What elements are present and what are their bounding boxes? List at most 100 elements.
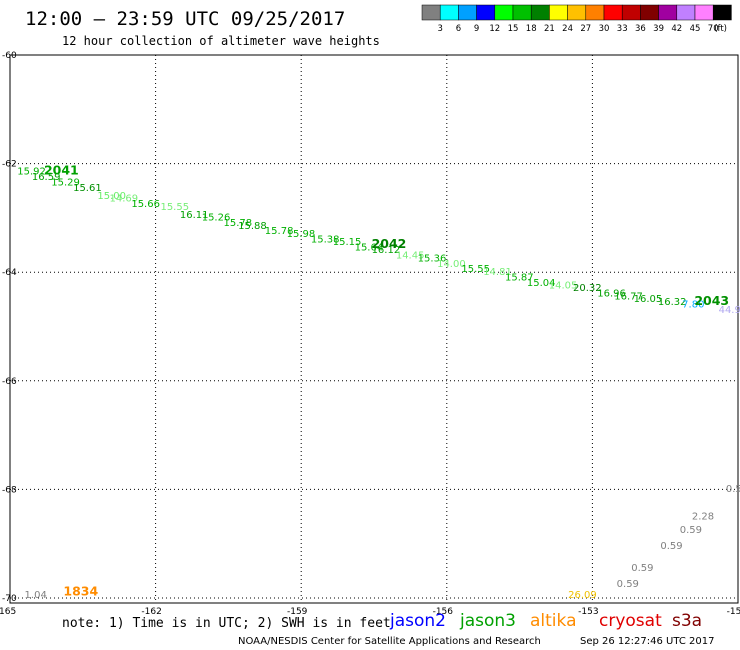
pass-number-label: 1834	[63, 583, 98, 598]
wave-height-value: 15.66	[131, 199, 160, 210]
wave-height-value: 14.69	[109, 194, 138, 205]
colorbar-label: 24	[562, 24, 573, 34]
wave-height-value: 15.55	[461, 264, 490, 275]
wave-height-value: 15.15	[333, 237, 362, 248]
legend-s3a: s3a	[672, 611, 702, 631]
footer-credit: NOAA/NESDIS Center for Satellite Applica…	[238, 636, 541, 647]
color-legend: 3 6 9 12 15 18 21 24 27 30 33 36 39 42 45 70(ft)	[421, 4, 732, 34]
colorbar-swatch	[421, 4, 441, 21]
x-tick-label: -153	[578, 607, 598, 617]
wave-height-value: 16.77	[614, 291, 643, 302]
colorbar-swatch	[621, 4, 641, 21]
wave-height-value: 15.98	[287, 229, 316, 240]
wave-height-value: 14.81	[483, 267, 512, 278]
colorbar-swatch	[694, 4, 714, 21]
colorbar-label: 3	[437, 24, 442, 34]
wave-height-value: 0.59	[617, 579, 639, 590]
wave-height-value: 16.05	[634, 294, 663, 305]
colorbar-label: 21	[544, 24, 555, 34]
wave-height-value: 14.00	[437, 259, 466, 270]
wave-height-value: 7.80	[682, 299, 704, 310]
colorbar-label: 45	[690, 24, 701, 34]
wave-height-value: 0.59	[680, 525, 702, 536]
legend-altika: altika	[530, 611, 577, 631]
wave-height-value: 15.36	[418, 253, 447, 264]
colorbar-unit: (ft)	[714, 24, 727, 34]
x-axis-ticks: -165 -162 -159 -156 -153 -15	[0, 607, 740, 617]
wave-height-value: 15.78	[265, 226, 294, 237]
wave-height-value: 14.05	[549, 280, 578, 291]
wave-height-value: 16.59	[32, 172, 61, 183]
colorbar-label: 12	[489, 24, 500, 34]
wave-height-value: 16.11	[180, 210, 209, 221]
x-tick-label: -15	[727, 607, 740, 617]
x-tick-label: -165	[0, 607, 16, 617]
colorbar-label: 6	[456, 24, 461, 34]
colorbar-label: 27	[580, 24, 591, 34]
colorbar-swatch	[530, 4, 550, 21]
wave-height-value: 14.45	[396, 251, 425, 262]
pass-number-label: 2042	[372, 236, 407, 251]
colorbar-label: 33	[617, 24, 628, 34]
colorbar-label: 39	[653, 24, 664, 34]
y-tick-label: -64	[2, 268, 17, 278]
wave-height-value: 0.59	[660, 541, 682, 552]
plot-frame	[9, 54, 739, 604]
footer-timestamp: Sep 26 12:27:46 UTC 2017	[580, 636, 714, 647]
colorbar-label: 70	[708, 24, 719, 34]
wave-height-value: 0.59	[726, 484, 740, 495]
wave-height-value: 20.32	[573, 283, 602, 294]
pass-number-label: 2043	[694, 293, 729, 308]
colorbar-swatch	[658, 4, 678, 21]
colorbar-label: 42	[671, 24, 682, 34]
wave-height-value: 15.64	[355, 242, 384, 253]
colorbar-swatch	[640, 4, 659, 21]
page-title: 12:00 – 23:59 UTC 09/25/2017	[25, 8, 345, 30]
colorbar-swatch	[549, 4, 568, 21]
wave-height-value: 16.32	[658, 297, 687, 308]
x-tick-label: -156	[433, 607, 454, 617]
pass-number-label: 2041	[44, 162, 79, 177]
wave-height-value: 2.28	[692, 511, 714, 522]
wave-height-value: 16.96	[597, 289, 626, 300]
colorbar-swatch	[585, 4, 605, 21]
wave-height-value: 15.26	[202, 213, 231, 224]
y-tick-label: -62	[2, 160, 17, 170]
wave-height-value: 0.59	[631, 563, 653, 574]
wave-height-value: 44.92	[719, 305, 740, 316]
footer-note: note: 1) Time is in UTC; 2) SWH is in fe…	[62, 616, 391, 631]
wave-height-value: 15.87	[505, 272, 534, 283]
colorbar-swatch	[494, 4, 514, 21]
colorbar-label: 9	[474, 24, 479, 34]
colorbar-swatch	[458, 4, 477, 21]
y-tick-label: -68	[2, 485, 17, 495]
wave-height-value: 15.55	[160, 202, 189, 213]
colorbar-swatch	[439, 4, 459, 21]
wave-height-value: 15.04	[527, 278, 556, 289]
wave-height-value: 15.88	[238, 221, 267, 232]
wave-height-value: 26.09	[568, 590, 597, 601]
colorbar-label: 30	[599, 24, 610, 34]
wave-height-value: 1.04	[25, 590, 47, 601]
colorbar-swatch	[603, 4, 623, 21]
y-axis-ticks: -60 -62 -64 -66 -68 -70	[2, 51, 17, 604]
y-tick-label: -60	[2, 51, 17, 61]
wave-height-value: 15.92	[17, 166, 46, 177]
page-subtitle: 12 hour collection of altimeter wave hei…	[62, 34, 380, 48]
x-tick-label: -162	[141, 607, 161, 617]
grid-lines	[10, 54, 738, 603]
colorbar-swatch	[512, 4, 532, 21]
colorbar-swatch	[676, 4, 696, 21]
colorbar-label: 15	[508, 24, 519, 34]
y-tick-label: -70	[2, 594, 17, 604]
colorbar-swatch	[476, 4, 496, 21]
wave-height-value: 15.78	[224, 218, 253, 229]
colorbar-swatch	[567, 4, 587, 21]
wave-height-value: 15.00	[97, 191, 126, 202]
colorbar-swatch	[712, 4, 732, 21]
y-tick-label: -66	[2, 377, 17, 387]
legend-jason3: jason3	[459, 611, 516, 631]
x-tick-label: -159	[287, 607, 308, 617]
